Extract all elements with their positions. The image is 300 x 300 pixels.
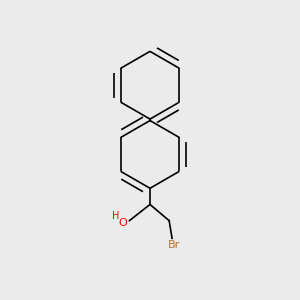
- Text: Br: Br: [167, 240, 180, 250]
- Text: H: H: [112, 211, 119, 221]
- Text: O: O: [118, 218, 127, 228]
